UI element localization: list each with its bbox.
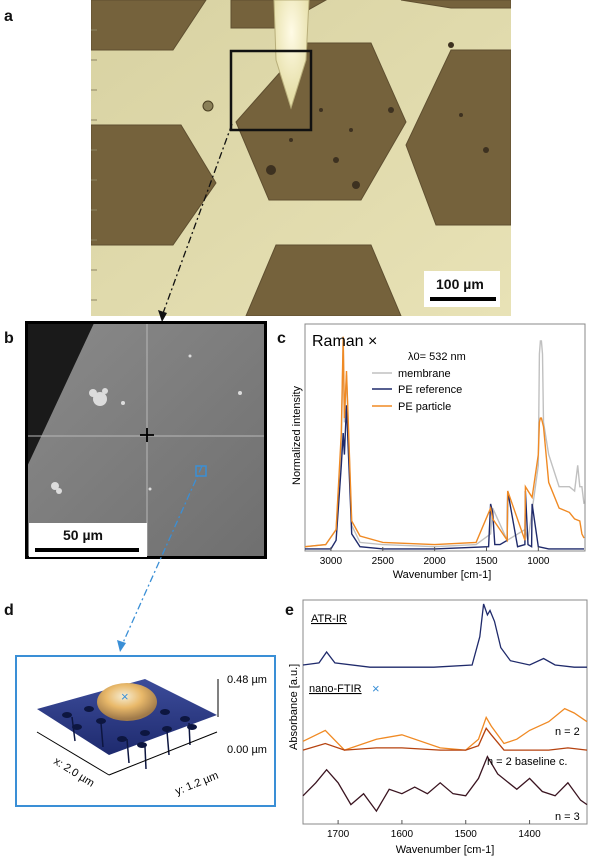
scale-bar-a-label: 100 µm (436, 276, 484, 292)
legend-membrane: membrane (398, 368, 451, 380)
zoom-box (229, 49, 313, 132)
afm-x-label: x: 2.0 µm (51, 755, 96, 789)
ir-tick-label-1: 1600 (391, 829, 414, 840)
ir-tick-label-3: 1400 (518, 829, 541, 840)
nano-ftir-marker: × (372, 681, 380, 696)
ir-series-1 (302, 707, 588, 751)
nano-ftir-label: nano-FTIR (309, 683, 362, 695)
zoom-arrow-ab (158, 123, 233, 322)
scale-bar-a: 100 µm (424, 271, 500, 307)
optical-micrograph (91, 0, 511, 316)
ir-chart: 1700 1600 1500 1400 ATR-IR nano-FTIR × n = … (288, 599, 588, 856)
raman-ylabel: Normalized intensity (291, 385, 303, 485)
raman-title: Raman (312, 333, 364, 350)
panel-c-letter: c (277, 330, 286, 347)
ir-series-2 (302, 727, 588, 751)
raman-series-2 (304, 336, 585, 548)
scale-bar-b: 50 µm (29, 523, 147, 557)
sem-image (25, 321, 267, 559)
raman-chart: 3000 2500 2000 1500 1000 Raman × λ0= 532 nm … (291, 323, 586, 581)
ir-frame (302, 599, 588, 825)
scale-bar-a-line (430, 297, 496, 301)
ir-ylabel: Absorbance [a.u.] (288, 664, 300, 750)
ir-series-3 (302, 755, 588, 813)
raman-series-1 (305, 405, 584, 550)
raman-marker: × (368, 333, 377, 350)
afm-y-label: y: 1.2 µm (174, 770, 221, 798)
legend-pe-reference: PE reference (398, 384, 462, 396)
raman-tick-label-2: 2000 (424, 556, 447, 567)
panel-d-letter: d (4, 602, 14, 619)
raman-tick-label-3: 1500 (475, 556, 498, 567)
zoom-arrow-bd (117, 465, 203, 652)
excitation-label: λ0= 532 nm (408, 351, 466, 363)
afm-3d-topography: × 0.48 µm 0.00 µm x: 2.0 µm y: 1.2 µm (36, 674, 267, 798)
ir-xlabel: Wavenumber [cm-1] (396, 844, 495, 856)
n2-label: n = 2 (555, 726, 580, 738)
panel-e-letter: e (285, 602, 294, 619)
afm-z-max: 0.48 µm (227, 674, 267, 686)
region-marker (195, 465, 207, 477)
raman-xlabel: Wavenumber [cm-1] (393, 569, 492, 581)
ir-tick-label-0: 1700 (327, 829, 350, 840)
n3-label: n = 3 (555, 811, 580, 823)
scale-bar-b-label: 50 µm (63, 527, 103, 543)
raman-tick-label-4: 1000 (527, 556, 550, 567)
afm-z-min: 0.00 µm (227, 744, 267, 756)
afm-marker: × (121, 689, 129, 704)
raman-tick-label-1: 2500 (372, 556, 395, 567)
panel-a-letter: a (4, 8, 13, 25)
legend-pe-particle: PE particle (398, 401, 451, 413)
atr-label: ATR-IR (311, 613, 347, 625)
scale-bar-b-line (35, 548, 139, 552)
raman-tick-label-0: 3000 (320, 556, 343, 567)
ir-series-0 (302, 603, 587, 668)
n2-baseline-label: n = 2 baseline c. (487, 756, 567, 768)
ir-tick-label-2: 1500 (455, 829, 478, 840)
raman-legend: membrane PE reference PE particle (372, 368, 462, 413)
panel-b-letter: b (4, 330, 14, 347)
